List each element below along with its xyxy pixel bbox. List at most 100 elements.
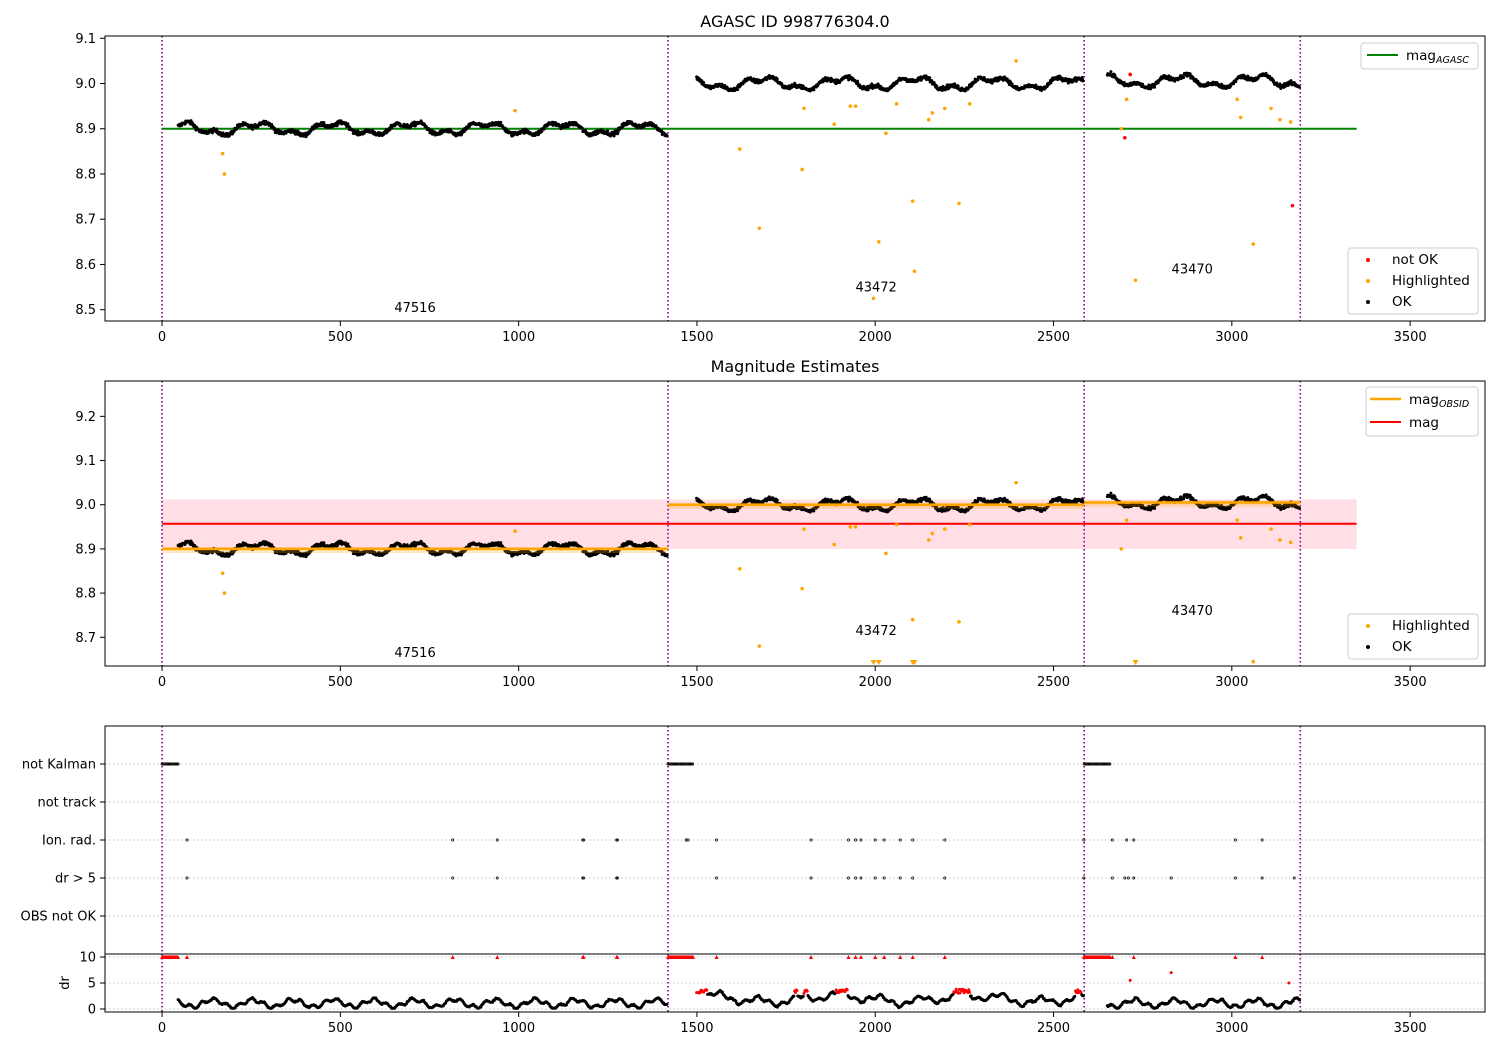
- data-point-highlighted: [1235, 97, 1239, 102]
- data-point-ok: [606, 129, 610, 133]
- data-point-ok: [608, 134, 612, 138]
- data-point-ok: [780, 82, 784, 86]
- data-point-ok: [251, 127, 255, 131]
- x-tick-label: 1000: [502, 330, 535, 345]
- data-point-highlighted: [802, 106, 806, 111]
- data-point-highlighted: [853, 104, 858, 108]
- data-point-ok: [1109, 491, 1113, 495]
- obsid-label: 43470: [1172, 604, 1213, 619]
- data-point-highlighted: [1238, 115, 1243, 120]
- data-point-highlighted: [1124, 518, 1129, 522]
- data-point-highlighted: [848, 525, 853, 529]
- legend-mag: magOBSID mag: [1365, 386, 1479, 437]
- data-point-ok: [346, 122, 350, 126]
- data-point-highlighted: [1251, 659, 1256, 664]
- data-point-highlighted: [757, 226, 762, 231]
- legend-points-2: Highlighted OK: [1347, 613, 1479, 660]
- x-tick-label: 2500: [1037, 675, 1070, 690]
- data-point-highlighted: [942, 106, 947, 111]
- data-point-highlighted: [737, 147, 742, 151]
- data-point-highlighted: [802, 527, 806, 531]
- data-point-ok: [499, 541, 503, 545]
- data-point-highlighted: [912, 269, 917, 274]
- data-point-ok: [499, 120, 503, 124]
- data-point-highlighted: [871, 296, 876, 301]
- data-point-highlighted: [1235, 518, 1239, 522]
- y-tick-label: 9.0: [75, 77, 96, 92]
- legend-label-ok: OK: [1392, 294, 1413, 310]
- legend-marker-highlighted: [1366, 279, 1370, 283]
- x-tick-label: 3500: [1394, 330, 1427, 345]
- data-point-ok: [928, 76, 932, 80]
- legend-label-highlighted: Highlighted: [1392, 273, 1470, 289]
- data-point-not-ok: [1290, 203, 1295, 208]
- legend-label-mag: mag: [1409, 415, 1439, 431]
- x-tick-label: 1000: [502, 675, 535, 690]
- legend-points-1: not OK Highlighted OK: [1347, 247, 1479, 315]
- data-point-highlighted: [848, 104, 853, 108]
- obsid-label: 43470: [1172, 263, 1213, 278]
- legend-label-ok-2: OK: [1392, 639, 1413, 655]
- data-point-highlighted: [1288, 540, 1293, 545]
- data-point-highlighted: [894, 102, 899, 106]
- y-tick-label: 8.7: [75, 213, 96, 228]
- legend-marker-highlighted-2: [1366, 624, 1370, 628]
- data-point-ok: [1182, 76, 1186, 80]
- data-point-ok: [665, 554, 669, 558]
- data-point-highlighted: [1014, 59, 1018, 63]
- data-point-ok: [1153, 85, 1157, 89]
- data-point-ok: [812, 88, 816, 92]
- data-point-highlighted: [222, 172, 227, 176]
- data-point-highlighted: [220, 151, 225, 156]
- data-point-highlighted: [1119, 126, 1124, 131]
- chart-title-1: AGASC ID 998776304.0: [700, 12, 889, 31]
- data-point-highlighted: [222, 591, 227, 595]
- data-point-highlighted: [926, 117, 931, 122]
- data-point-highlighted: [910, 617, 915, 622]
- x-tick-label: 3000: [1215, 675, 1248, 690]
- data-point-ok: [956, 84, 960, 88]
- y-tick-label: 9.1: [75, 32, 96, 47]
- data-point-highlighted: [1133, 278, 1138, 283]
- data-point-highlighted: [853, 525, 858, 529]
- data-point-highlighted: [513, 108, 517, 113]
- chart-title-2: Magnitude Estimates: [711, 357, 880, 376]
- x-tick-label: 1500: [680, 330, 713, 345]
- x-tick-label: 2500: [1037, 330, 1070, 345]
- data-point-highlighted: [967, 522, 972, 527]
- data-point-highlighted: [967, 102, 972, 106]
- data-point-highlighted: [1238, 536, 1243, 540]
- data-point-highlighted: [1278, 538, 1282, 542]
- data-point-highlighted: [930, 111, 935, 115]
- legend-label-not-ok: not OK: [1392, 252, 1439, 268]
- data-point-ok: [702, 80, 706, 84]
- data-point-ok: [612, 134, 616, 138]
- data-point-highlighted: [942, 527, 947, 531]
- data-point-highlighted: [1269, 106, 1273, 111]
- legend-marker-ok-2: [1366, 645, 1370, 649]
- data-point-highlighted: [926, 538, 931, 542]
- y-tick-label: 8.8: [75, 167, 96, 182]
- data-point-ok: [1297, 85, 1301, 89]
- data-point-highlighted: [894, 522, 899, 527]
- obsid-label: 43472: [855, 281, 896, 296]
- legend-agasc: magAGASC: [1360, 42, 1479, 70]
- y-tick-label: 9.0: [75, 498, 96, 513]
- data-point-highlighted: [910, 199, 915, 203]
- x-tick-label: 0: [158, 675, 166, 690]
- data-point-ok: [736, 88, 740, 92]
- data-point-ok: [388, 128, 392, 132]
- data-point-ok: [1297, 506, 1301, 510]
- data-point-highlighted: [930, 531, 935, 536]
- data-point-ok: [1081, 79, 1085, 83]
- data-point-highlighted: [1119, 547, 1124, 551]
- data-point-ok: [1153, 506, 1157, 510]
- data-point-highlighted: [884, 551, 888, 556]
- data-point-ok: [775, 498, 779, 502]
- y-tick-label: 9.2: [75, 410, 96, 425]
- data-point-highlighted: [884, 131, 888, 136]
- data-point-highlighted: [1288, 120, 1293, 124]
- data-point-not-ok: [1128, 72, 1132, 77]
